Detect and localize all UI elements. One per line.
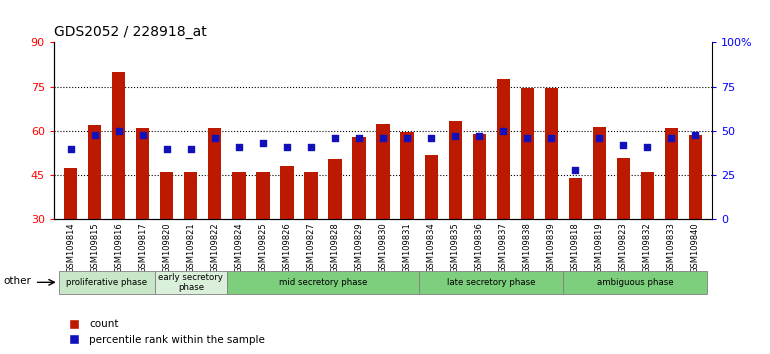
Point	[305, 144, 317, 150]
Point	[449, 133, 461, 139]
Text: early secretory
phase: early secretory phase	[159, 273, 223, 292]
Bar	[233, 172, 246, 219]
Text: GDS2052 / 228918_at: GDS2052 / 228918_at	[54, 25, 206, 39]
Point	[161, 146, 173, 152]
Bar	[689, 136, 702, 219]
Point	[329, 135, 341, 141]
Point	[641, 144, 654, 150]
Bar	[593, 127, 606, 219]
Bar	[497, 79, 510, 219]
Point	[618, 142, 630, 148]
Bar	[160, 172, 173, 219]
Bar	[208, 128, 222, 219]
Bar	[617, 158, 630, 219]
Bar	[569, 178, 582, 219]
Legend: count, percentile rank within the sample: count, percentile rank within the sample	[59, 315, 270, 349]
Point	[209, 135, 221, 141]
Bar	[564, 271, 708, 294]
Bar	[353, 137, 366, 219]
Bar	[329, 159, 342, 219]
Bar	[155, 271, 227, 294]
Point	[425, 135, 437, 141]
Bar	[419, 271, 564, 294]
Point	[689, 132, 701, 137]
Bar	[280, 166, 293, 219]
Point	[65, 146, 77, 152]
Bar	[521, 88, 534, 219]
Bar	[304, 172, 317, 219]
Text: late secretory phase: late secretory phase	[447, 278, 535, 287]
Bar	[112, 72, 126, 219]
Point	[89, 132, 101, 137]
Bar	[377, 124, 390, 219]
Point	[353, 135, 365, 141]
Bar	[641, 172, 654, 219]
Point	[401, 135, 413, 141]
Point	[521, 135, 534, 141]
Point	[569, 167, 581, 173]
Point	[593, 135, 605, 141]
Point	[497, 128, 510, 134]
Bar	[227, 271, 419, 294]
Bar	[88, 125, 102, 219]
Point	[233, 144, 245, 150]
Point	[185, 146, 197, 152]
Bar	[400, 132, 413, 219]
Text: ambiguous phase: ambiguous phase	[597, 278, 674, 287]
Point	[281, 144, 293, 150]
Bar	[424, 155, 437, 219]
Point	[136, 132, 149, 137]
Bar	[449, 121, 462, 219]
Point	[665, 135, 678, 141]
Text: mid secretory phase: mid secretory phase	[279, 278, 367, 287]
Point	[256, 141, 269, 146]
Bar	[184, 172, 197, 219]
Bar	[59, 271, 155, 294]
Point	[377, 135, 390, 141]
Bar	[64, 168, 77, 219]
Bar	[665, 128, 678, 219]
Text: proliferative phase: proliferative phase	[66, 278, 147, 287]
Point	[112, 128, 125, 134]
Bar	[256, 172, 270, 219]
Point	[545, 135, 557, 141]
Bar	[473, 134, 486, 219]
Point	[473, 133, 485, 139]
Bar	[136, 128, 149, 219]
Bar	[544, 88, 558, 219]
Text: other: other	[4, 276, 32, 286]
